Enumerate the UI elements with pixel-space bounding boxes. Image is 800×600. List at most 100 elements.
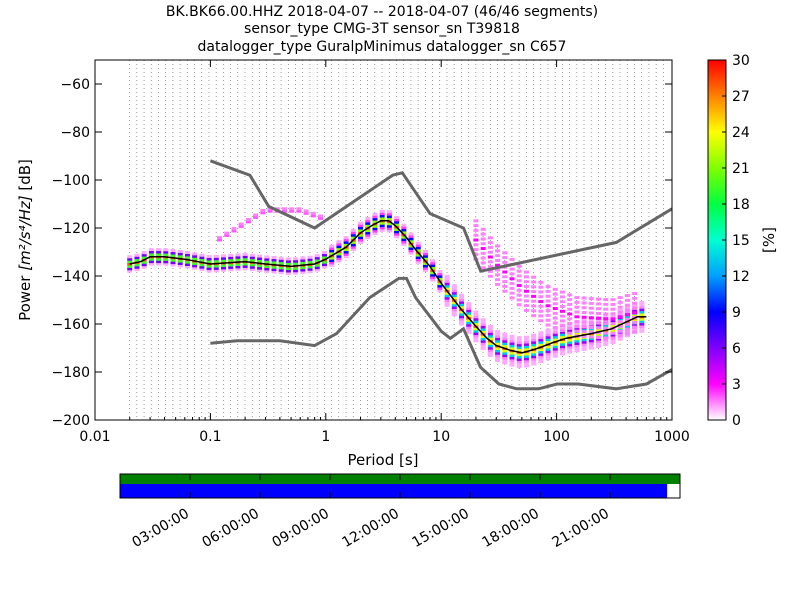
heatmap-cell (567, 350, 573, 354)
heatmap-cell (538, 285, 544, 289)
y-tick-label: −80 (60, 125, 90, 141)
heatmap-cell (329, 261, 335, 265)
heatmap-cell (422, 269, 428, 273)
heatmap-cell (473, 248, 479, 252)
colorbar-tick-label: 9 (732, 305, 741, 321)
heatmap-cell (531, 340, 537, 344)
heatmap-cell (487, 337, 493, 341)
heatmap-cell (422, 266, 428, 270)
heatmap-cell (516, 343, 522, 347)
chart-title-line-3: datalogger_type GuralpMinimus datalogger… (198, 39, 567, 55)
heatmap-cell (545, 313, 551, 317)
heatmap-cell (163, 248, 169, 252)
heatmap-cell (217, 236, 223, 240)
heatmap-cell (141, 251, 147, 255)
heatmap-cell (531, 357, 537, 361)
heatmap-cell (581, 340, 587, 344)
heatmap-cell (632, 296, 638, 300)
heatmap-cell (192, 252, 198, 256)
heatmap-cell (473, 252, 479, 256)
heatmap-cell (516, 284, 522, 288)
heatmap-cell (206, 264, 212, 268)
heatmap-cell (127, 260, 133, 264)
heatmap-cell (466, 323, 472, 327)
heatmap-cell (509, 356, 515, 360)
heatmap-cell (228, 268, 234, 272)
heatmap-cell (394, 232, 400, 236)
heatmap-cell (199, 258, 205, 262)
heatmap-cell (459, 298, 465, 302)
heatmap-cell (206, 269, 212, 273)
heatmap-cell (199, 265, 205, 269)
heatmap-cell (545, 330, 551, 334)
heatmap-cell (394, 215, 400, 219)
heatmap-cell (415, 253, 421, 257)
heatmap-cell (574, 329, 580, 333)
heatmap-cell (336, 254, 342, 258)
x-tick-label: 100 (543, 429, 570, 445)
heatmap-cell (480, 237, 486, 241)
heatmap-cell (365, 221, 371, 225)
heatmap-cell (430, 271, 436, 275)
heatmap-cell (459, 322, 465, 326)
heatmap-cell (408, 232, 414, 236)
heatmap-cell (559, 335, 565, 339)
heatmap-cell (552, 342, 558, 346)
heatmap-cell (567, 331, 573, 335)
heatmap-cell (552, 316, 558, 320)
heatmap-cell (632, 309, 638, 313)
heatmap-cell (221, 263, 227, 267)
heatmap-cell (386, 212, 392, 216)
heatmap-cell (307, 258, 313, 262)
heatmap-cell (336, 240, 342, 244)
heatmap-cell (257, 259, 263, 263)
chart-title-line-1: BK.BK66.00.HHZ 2018-04-07 -- 2018-04-07 … (166, 4, 598, 20)
heatmap-cell (523, 340, 529, 344)
heatmap-cell (624, 334, 630, 338)
heatmap-cell (329, 259, 335, 263)
heatmap-cell (639, 317, 645, 321)
heatmap-cell (502, 332, 508, 336)
heatmap-cell (336, 252, 342, 256)
heatmap-cell (473, 334, 479, 338)
colorbar-tick-label: 0 (732, 413, 741, 429)
heatmap-cell (285, 259, 291, 263)
heatmap-cell (581, 296, 587, 300)
heatmap-cell (480, 339, 486, 343)
heatmap-cell (206, 257, 212, 261)
heatmap-cell (184, 255, 190, 259)
heatmap-cell (321, 253, 327, 257)
heatmap-cell (401, 228, 407, 232)
x-axis-ticks: 0.01 0.1 1 10 100 1000 (79, 60, 690, 445)
heatmap-cell (596, 318, 602, 322)
heatmap-cell (257, 254, 263, 258)
heatmap-cell (285, 271, 291, 275)
heatmap-cell (451, 306, 457, 310)
heatmap-cell (552, 328, 558, 332)
heatmap-cell (386, 224, 392, 228)
heatmap-cell (596, 344, 602, 348)
heatmap-cell (567, 343, 573, 347)
heatmap-cell (307, 270, 313, 274)
heatmap-cell (148, 260, 154, 264)
heatmap-cell (184, 260, 190, 264)
heatmap-cell (574, 339, 580, 343)
heatmap-cell (559, 309, 565, 313)
heatmap-cell (552, 335, 558, 339)
heatmap-cell (487, 255, 493, 259)
heatmap-cell (574, 349, 580, 353)
heatmap-cell (350, 248, 356, 252)
heatmap-cell (293, 262, 299, 266)
heatmap-cell (610, 298, 616, 302)
heatmap-cell (516, 298, 522, 302)
heatmap-cell (495, 342, 501, 346)
heatmap-cell (343, 243, 349, 247)
heatmap-cell (148, 252, 154, 256)
heatmap-cell (314, 254, 320, 258)
heatmap-cell (365, 233, 371, 237)
heatmap-cell (559, 349, 565, 353)
heatmap-cell (343, 255, 349, 259)
heatmap-cell (156, 248, 162, 252)
heatmap-cell (624, 318, 630, 322)
heatmap-cell (473, 329, 479, 333)
